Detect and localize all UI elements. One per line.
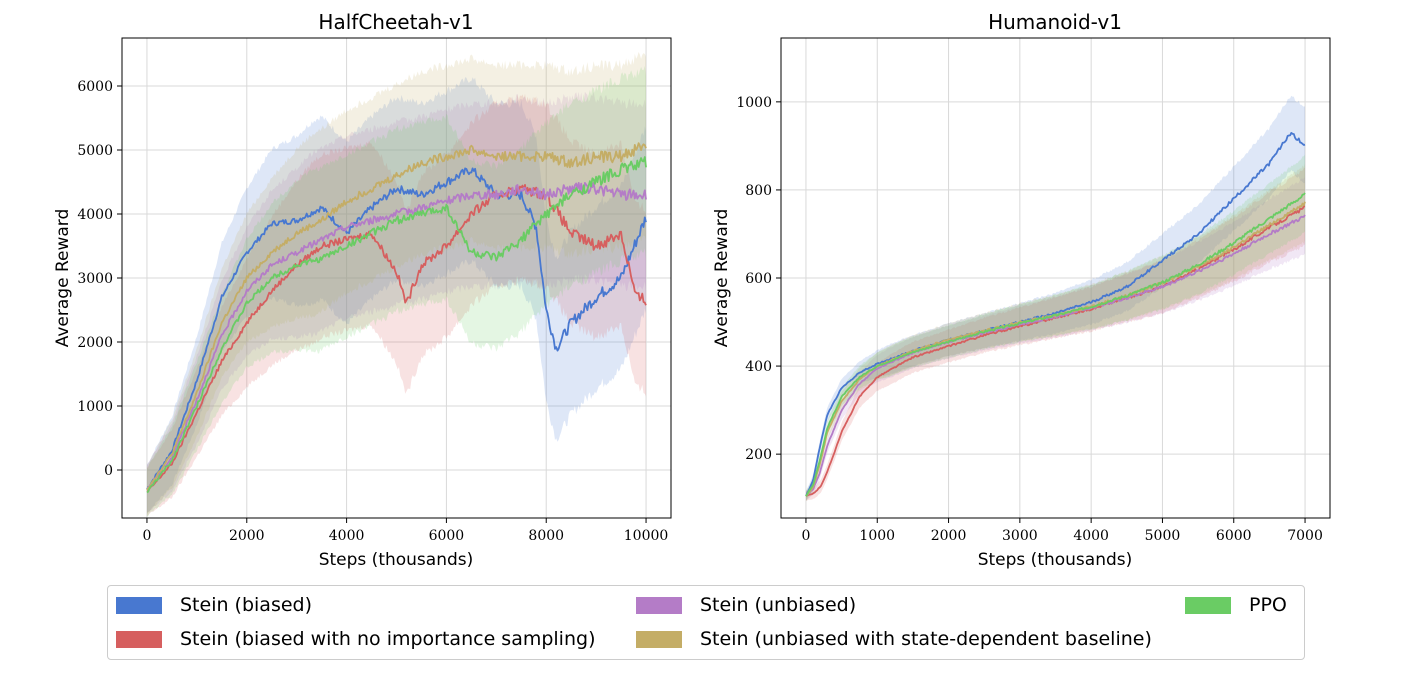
y-tick-label: 6000 bbox=[77, 79, 113, 95]
y-tick-label: 1000 bbox=[736, 95, 772, 111]
series-line-stein-unbiased bbox=[805, 214, 1306, 497]
legend-item-stein-biased-no-is: Stein (biased with no importance samplin… bbox=[116, 627, 595, 651]
humanoid-panel: 0 1000 2000 3000 4000 5000 6000 7000 200 400 600 8… bbox=[712, 10, 1331, 570]
legend-label: Stein (biased) bbox=[180, 594, 313, 616]
legend-swatch bbox=[116, 630, 162, 648]
x-tick-label: 4000 bbox=[329, 528, 365, 544]
y-tick-label: 400 bbox=[745, 359, 772, 375]
humanoid-yticks: 200 400 600 800 1000 bbox=[736, 95, 781, 463]
band-stein-biased-with-no-importance-sampling bbox=[147, 93, 646, 516]
legend-label: Stein (unbiased) bbox=[700, 594, 857, 616]
humanoid-xlabel: Steps (thousands) bbox=[978, 550, 1133, 570]
legend-item-stein-biased: Stein (biased) bbox=[116, 593, 312, 617]
y-tick-label: 800 bbox=[745, 183, 772, 199]
legend: Stein (biased) Stein (biased with no imp… bbox=[107, 585, 1305, 660]
series-line-stein-unbiased-with-state-dependent-baseline bbox=[146, 142, 647, 491]
halfcheetah-bands bbox=[147, 52, 646, 517]
legend-item-stein-unbiased: Stein (unbiased) bbox=[636, 593, 856, 617]
series-line-stein-biased bbox=[146, 167, 647, 490]
band-stein-biased-with-no-importance-sampling bbox=[806, 167, 1305, 501]
humanoid-bands bbox=[806, 95, 1305, 502]
humanoid-lines bbox=[805, 132, 1306, 497]
x-tick-label: 2000 bbox=[931, 528, 967, 544]
legend-swatch bbox=[636, 596, 682, 614]
legend-item-stein-unbiased-baseline: Stein (unbiased with state-dependent bas… bbox=[636, 627, 1152, 651]
x-tick-label: 2000 bbox=[229, 528, 265, 544]
legend-swatch bbox=[1185, 596, 1231, 614]
x-tick-label: 7000 bbox=[1287, 528, 1323, 544]
x-tick-label: 4000 bbox=[1073, 528, 1109, 544]
x-tick-label: 1000 bbox=[859, 528, 895, 544]
series-line-stein-biased-with-no-importance-sampling bbox=[146, 184, 647, 493]
y-tick-label: 4000 bbox=[77, 207, 113, 223]
x-tick-label: 0 bbox=[142, 528, 151, 544]
x-tick-label: 6000 bbox=[1216, 528, 1252, 544]
y-tick-label: 2000 bbox=[77, 335, 113, 351]
humanoid-grid bbox=[781, 38, 1330, 518]
series-line-ppo bbox=[805, 192, 1306, 497]
humanoid-title: Humanoid-v1 bbox=[988, 10, 1122, 34]
band-stein-unbiased-with-state-dependent-baseline bbox=[147, 52, 646, 515]
halfcheetah-yticks: 0 1000 2000 3000 4000 5000 6000 bbox=[77, 79, 122, 479]
x-tick-label: 0 bbox=[801, 528, 810, 544]
band-stein-unbiased bbox=[806, 176, 1305, 501]
halfcheetah-grid bbox=[122, 38, 671, 518]
legend-item-ppo: PPO bbox=[1185, 593, 1287, 617]
legend-label: Stein (unbiased with state-dependent bas… bbox=[700, 628, 1152, 650]
halfcheetah-panel: 0 2000 4000 6000 8000 10000 0 1000 2000 3000 4000… bbox=[53, 10, 672, 570]
x-tick-label: 8000 bbox=[528, 528, 564, 544]
band-stein-biased bbox=[806, 95, 1305, 501]
y-tick-label: 600 bbox=[745, 271, 772, 287]
series-line-stein-unbiased bbox=[147, 182, 647, 489]
legend-swatch bbox=[116, 596, 162, 614]
legend-label: PPO bbox=[1249, 594, 1287, 616]
x-tick-label: 5000 bbox=[1145, 528, 1181, 544]
y-tick-label: 200 bbox=[745, 447, 772, 463]
y-tick-label: 5000 bbox=[77, 143, 113, 159]
halfcheetah-title: HalfCheetah-v1 bbox=[318, 10, 473, 34]
halfcheetah-lines bbox=[146, 142, 647, 494]
series-line-ppo bbox=[146, 156, 647, 494]
x-tick-label: 6000 bbox=[429, 528, 465, 544]
legend-label: Stein (biased with no importance samplin… bbox=[180, 628, 596, 650]
y-tick-label: 0 bbox=[104, 463, 113, 479]
y-tick-label: 3000 bbox=[77, 271, 113, 287]
halfcheetah-xticks: 0 2000 4000 6000 8000 10000 bbox=[142, 518, 668, 544]
humanoid-ylabel: Average Reward bbox=[712, 209, 732, 348]
band-ppo bbox=[806, 154, 1305, 501]
humanoid-xticks: 0 1000 2000 3000 4000 5000 6000 7000 bbox=[801, 518, 1323, 544]
x-tick-label: 3000 bbox=[1002, 528, 1038, 544]
x-tick-label: 10000 bbox=[624, 528, 669, 544]
halfcheetah-ylabel: Average Reward bbox=[53, 209, 73, 348]
legend-swatch bbox=[636, 630, 682, 648]
band-ppo bbox=[147, 65, 646, 517]
halfcheetah-xlabel: Steps (thousands) bbox=[319, 550, 474, 570]
y-tick-label: 1000 bbox=[77, 399, 113, 415]
